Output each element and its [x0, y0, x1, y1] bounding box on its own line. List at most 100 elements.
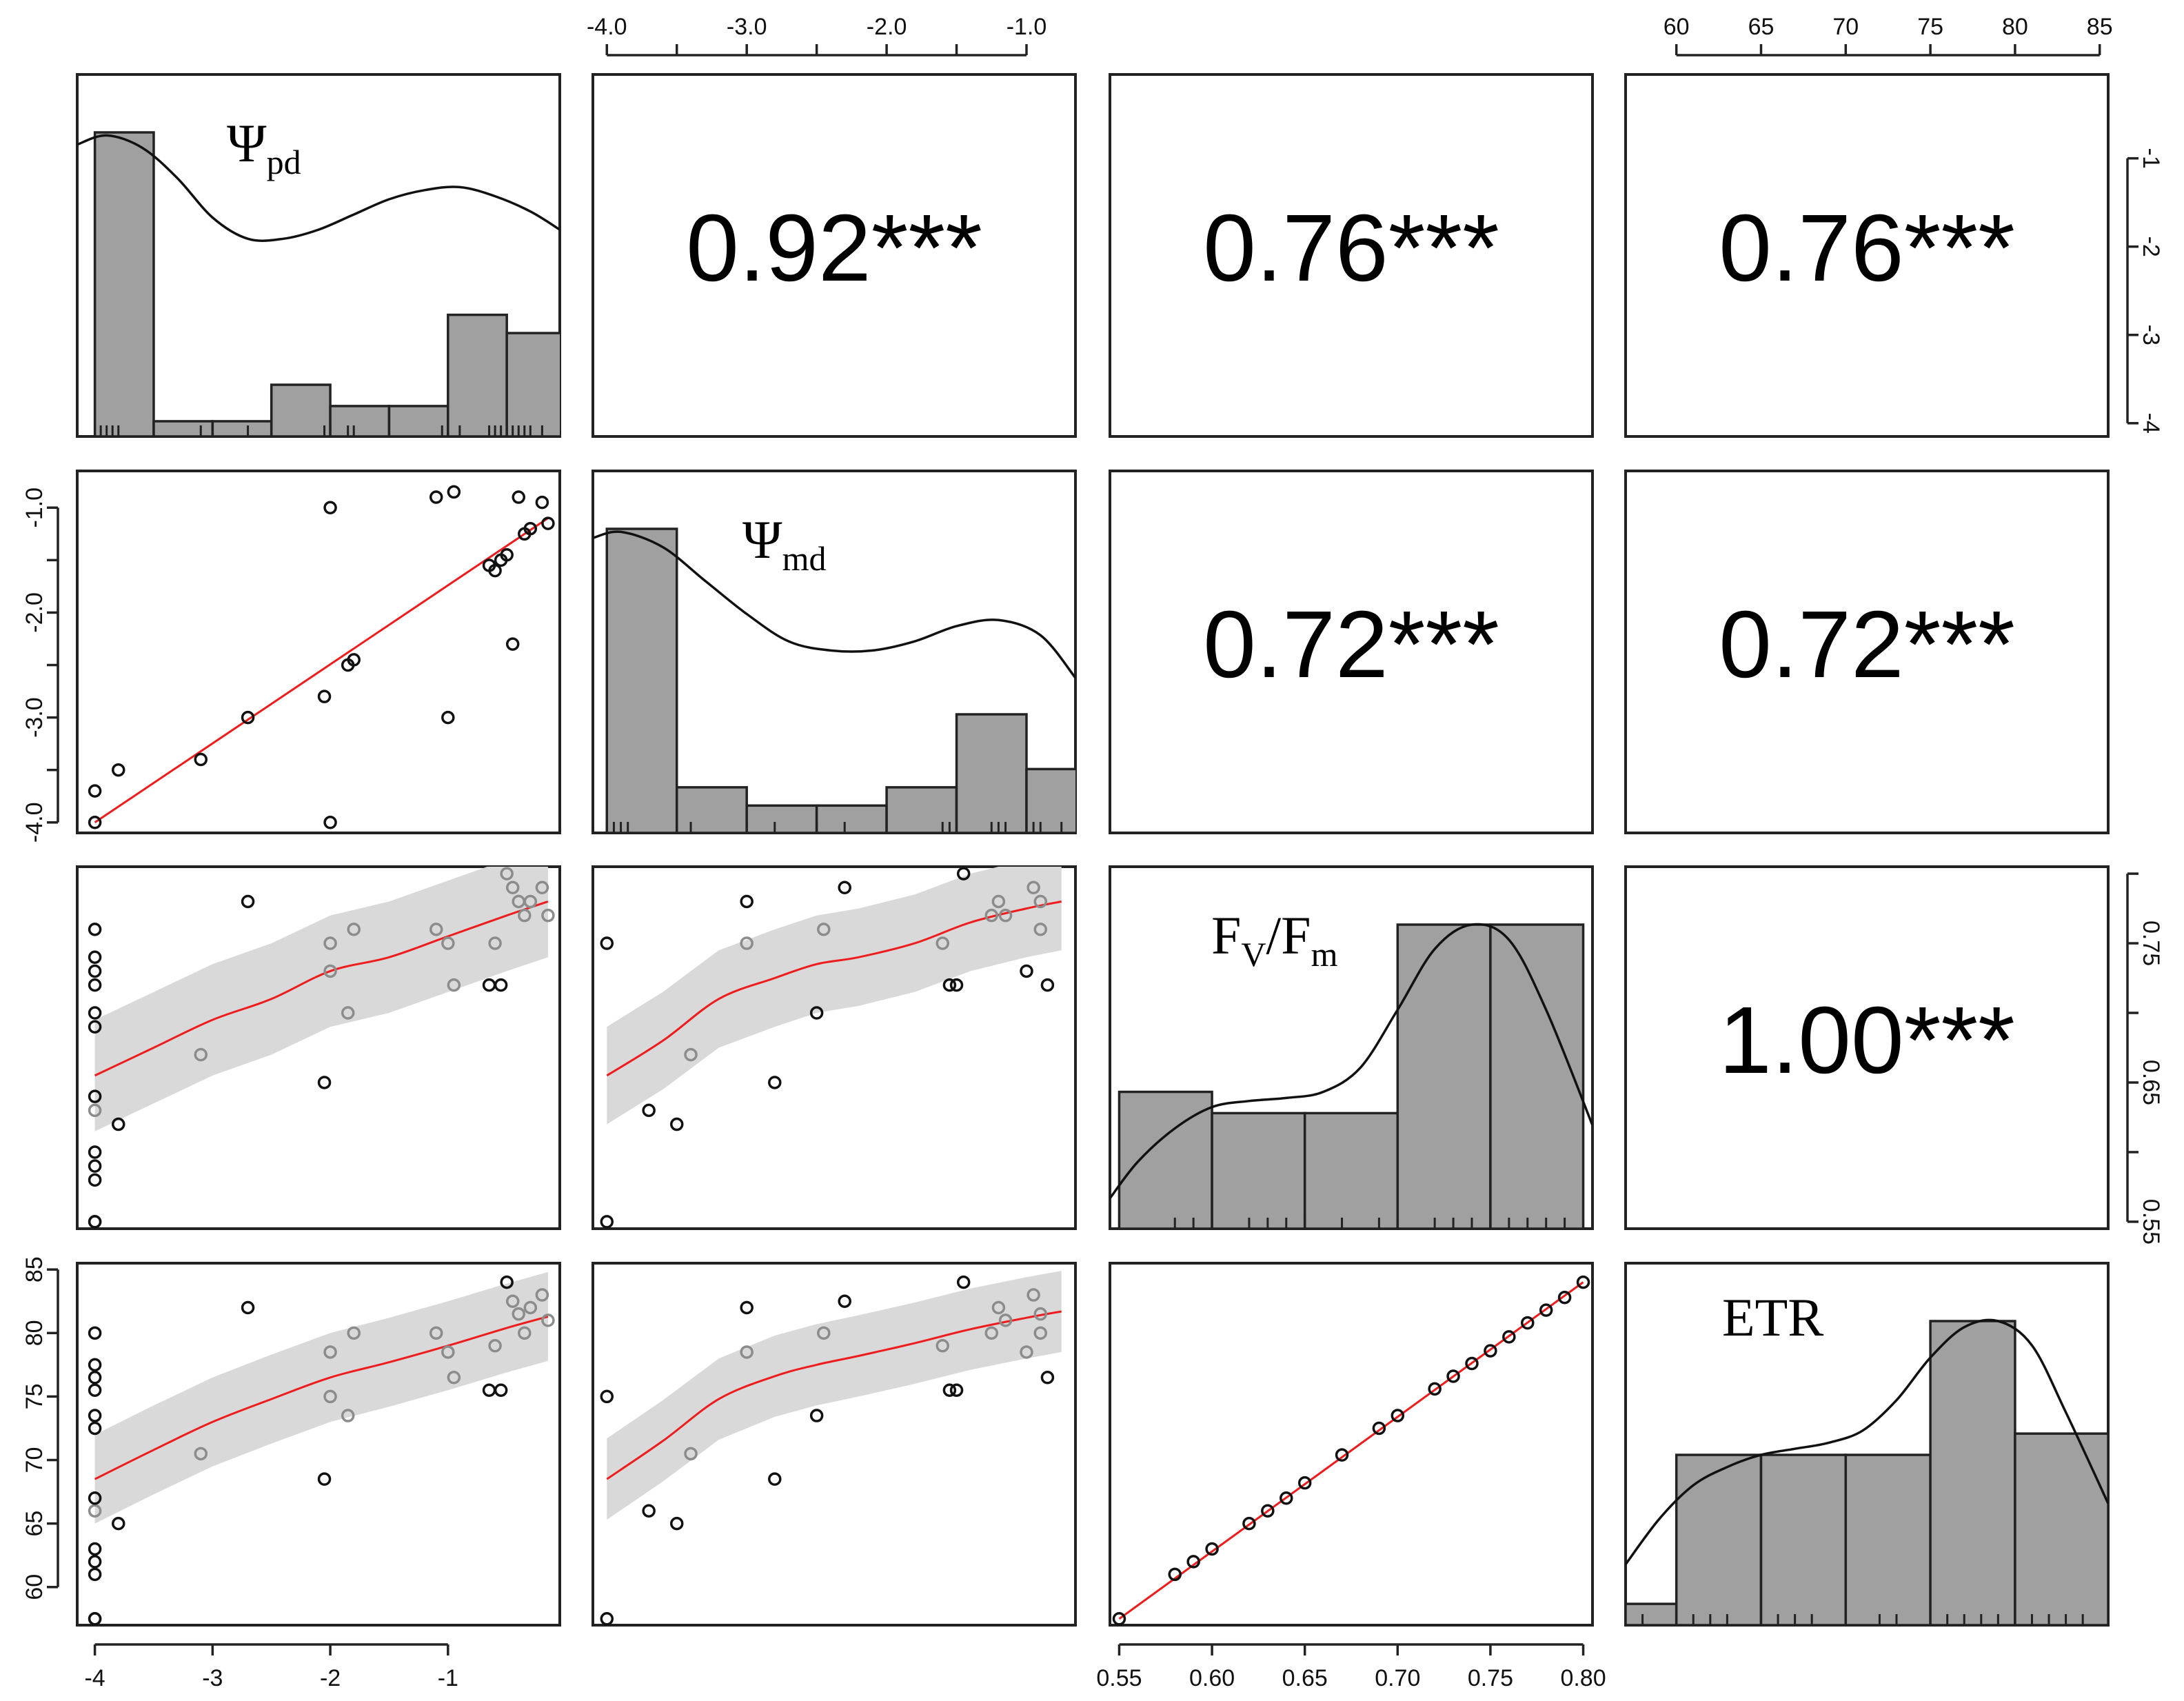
data-point: [447, 485, 461, 499]
left-axis: 60 65 70 75 80 85: [21, 1256, 59, 1600]
data-point: [347, 1326, 361, 1340]
data-point: [500, 1275, 514, 1289]
data-point: [505, 880, 520, 895]
data-point: [88, 1103, 102, 1118]
panel-frame: [1109, 470, 1594, 834]
correlation-value: 0.76***: [1719, 195, 2015, 301]
panel-frame: [592, 73, 1077, 438]
variable-label-sub: pd: [267, 143, 301, 181]
data-point: [991, 1300, 1006, 1315]
histogram-bar: [1626, 1602, 1678, 1625]
tick-label: 0.75: [2138, 920, 2164, 966]
loess-fit-line: [606, 1310, 1062, 1480]
tick-label: 75: [21, 1384, 48, 1410]
data-point: [88, 1006, 102, 1020]
panel-0-3: 0.76***: [1624, 73, 2110, 438]
data-point: [88, 1383, 102, 1397]
panel-0-0: Ψpd: [76, 73, 561, 438]
panel-content: [1112, 1275, 1590, 1625]
panel-2-2: FV/Fm: [1109, 865, 1594, 1230]
data-point: [317, 690, 332, 703]
histogram-bar: [93, 131, 155, 436]
histogram-bar: [329, 405, 391, 436]
tick-label: -2: [2138, 236, 2164, 257]
data-point: [512, 490, 525, 504]
data-point: [488, 1338, 502, 1353]
variable-label-mid: /F: [1266, 905, 1311, 965]
data-point: [488, 563, 502, 578]
tick-label: 0.75: [1468, 1665, 1513, 1691]
data-point: [1261, 1504, 1275, 1518]
panel-content: [88, 1271, 555, 1625]
data-point: [684, 1447, 698, 1461]
data-point: [684, 1047, 698, 1062]
variable-label-sub2: m: [1311, 935, 1338, 974]
data-point: [600, 1389, 614, 1404]
tick-label: 0.65: [1282, 1665, 1328, 1691]
panel-1-0: [76, 470, 561, 834]
panel-content: [88, 923, 102, 1229]
data-point: [88, 816, 102, 829]
data-point: [112, 763, 125, 777]
panel-content: [1626, 1318, 2108, 1625]
data-point: [88, 1173, 102, 1187]
data-point: [194, 752, 208, 767]
confidence-band: [607, 1271, 1062, 1520]
tick-label: 65: [21, 1511, 48, 1537]
data-point: [1242, 1516, 1256, 1531]
panel-0-2: 0.76***: [1109, 73, 1594, 438]
panel-content: [600, 1271, 1062, 1625]
confidence-band: [94, 1271, 548, 1524]
bottom-axis: 0.55 0.60 0.65 0.70 0.75 0.80: [1096, 1643, 1606, 1691]
data-point: [88, 923, 102, 936]
panel-2-3: 1.00***: [1624, 865, 2110, 1230]
data-point: [809, 1006, 824, 1020]
histogram-bar: [1303, 1111, 1399, 1229]
correlation-value: 0.92***: [686, 195, 982, 301]
axis-layer: -4.0 -3.0 -2.0 -1.0 60 65 70 75 80 85 -4 -3 -2 -1 0.55…: [21, 14, 2164, 1691]
data-point: [984, 1326, 999, 1340]
data-point: [669, 1516, 684, 1531]
panel-content: [88, 485, 555, 829]
left-axis: -4.0 -3.0 -2.0 -1.0: [21, 487, 59, 843]
tick-label: -3: [2138, 325, 2164, 345]
data-point: [88, 1358, 102, 1372]
data-point: [642, 1103, 656, 1118]
data-point: [535, 1288, 549, 1302]
data-point: [347, 653, 361, 667]
histogram-bar: [2014, 1432, 2108, 1625]
data-point: [88, 1215, 102, 1229]
data-point: [518, 908, 532, 923]
histogram-bar: [675, 786, 748, 833]
tick-label: 0.60: [1189, 1665, 1235, 1691]
histogram-bar: [505, 332, 560, 436]
data-point: [949, 1383, 964, 1397]
linear-fit-line: [94, 517, 549, 824]
data-point: [88, 784, 102, 798]
histogram-bar: [815, 804, 888, 833]
data-point: [1040, 978, 1055, 992]
data-point: [341, 1006, 355, 1020]
data-point: [1112, 1612, 1126, 1625]
histogram-bar: [885, 786, 958, 833]
data-point: [1521, 1316, 1535, 1330]
panel-3-2: [1109, 1262, 1594, 1627]
data-point: [1020, 1345, 1033, 1359]
histogram-bar: [387, 405, 449, 436]
data-point: [991, 894, 1006, 909]
data-point: [88, 1326, 102, 1340]
top-axis: 60 65 70 75 80 85: [1664, 14, 2113, 57]
panel-content: [600, 867, 1062, 1229]
top-axis: -4.0 -3.0 -2.0 -1.0: [587, 14, 1046, 57]
panel-frame: [1109, 1262, 1594, 1627]
data-point: [1027, 1288, 1040, 1302]
data-point: [317, 1472, 332, 1486]
panel-0-1: 0.92***: [592, 73, 1077, 438]
data-point: [936, 1338, 949, 1353]
data-point: [323, 501, 337, 515]
tick-label: 70: [21, 1447, 48, 1473]
histogram-bar: [1211, 1111, 1306, 1229]
histogram-bar: [1844, 1453, 1932, 1625]
data-point: [194, 1447, 208, 1461]
panel-2-1: [592, 865, 1077, 1230]
